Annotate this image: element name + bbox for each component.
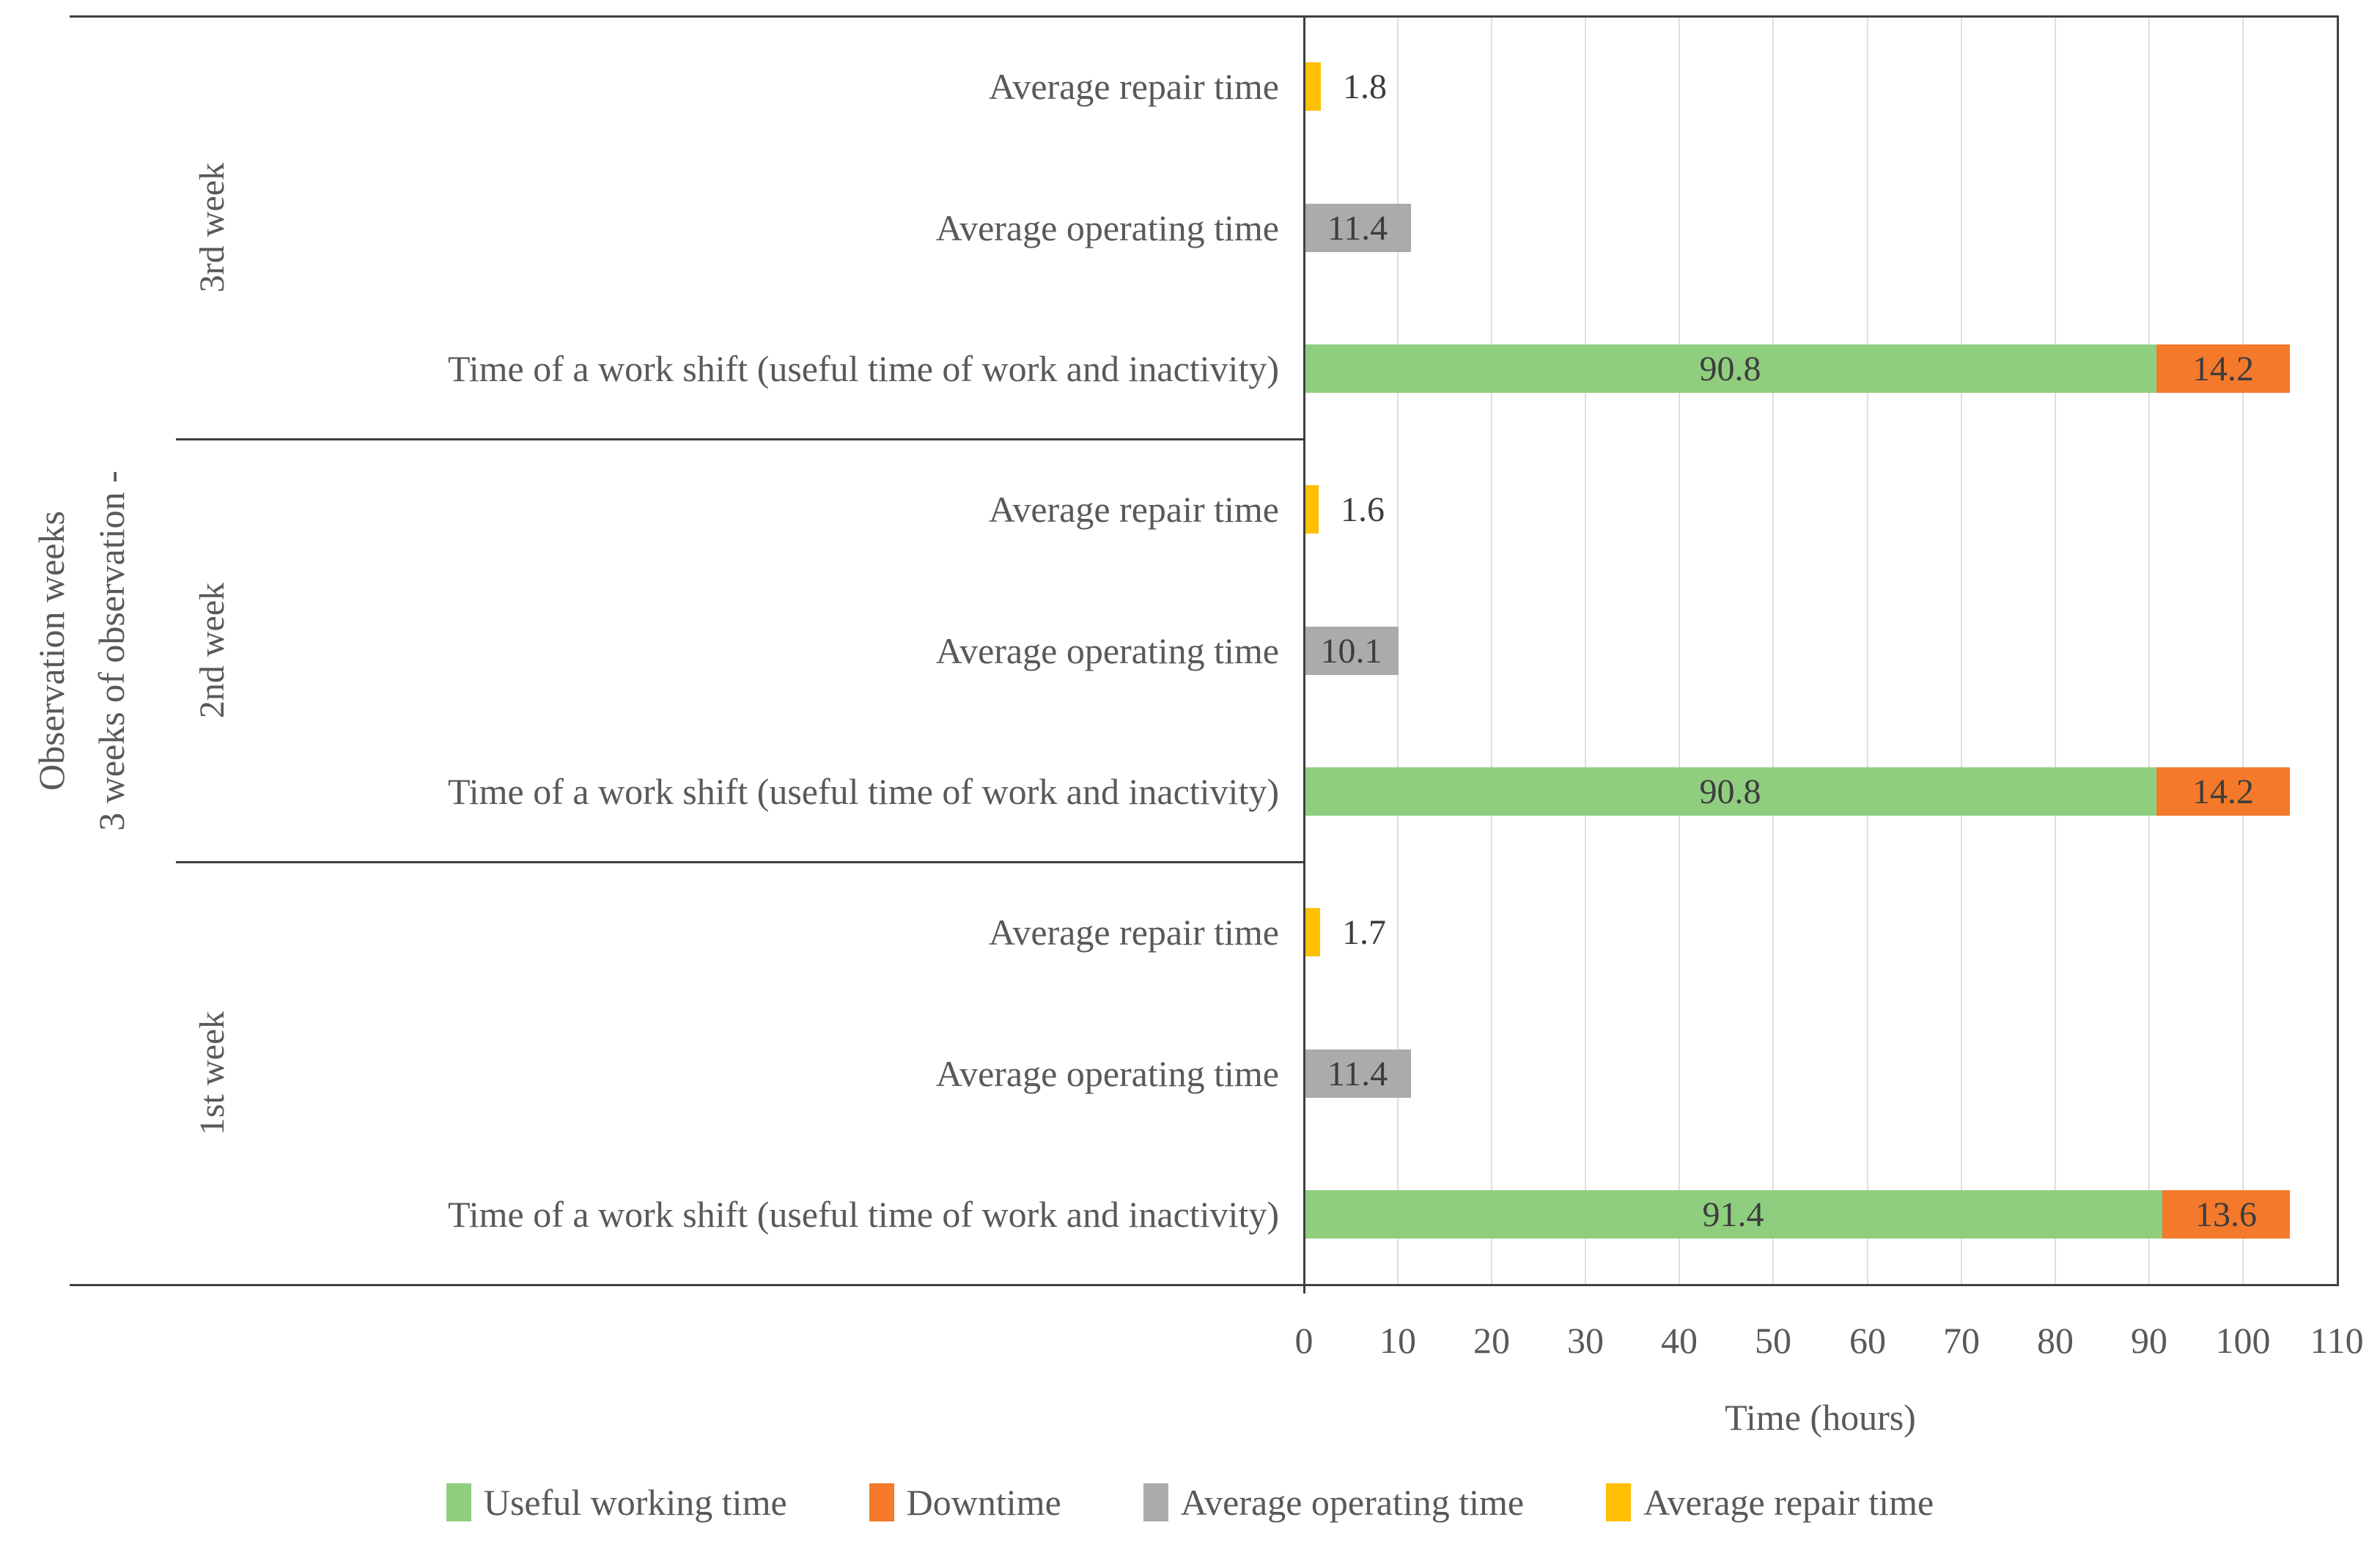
bar-value-label: 11.4 bbox=[1327, 208, 1388, 248]
week-label: 1st week bbox=[169, 862, 257, 1285]
bar-average-operating-time bbox=[1304, 1049, 1411, 1098]
bar-average-repair-time bbox=[1304, 62, 1321, 111]
legend-item-useful-working-time: Useful working time bbox=[446, 1481, 787, 1524]
category-label: Average repair time bbox=[988, 489, 1279, 530]
chart-bottom-border bbox=[70, 1284, 2339, 1286]
bar-downtime bbox=[2156, 344, 2290, 393]
x-tick-label: 40 bbox=[1661, 1320, 1698, 1361]
bar-value-label: 10.1 bbox=[1320, 631, 1382, 671]
legend-label: Average repair time bbox=[1643, 1481, 1934, 1523]
category-label: Average operating time bbox=[935, 630, 1279, 671]
x-tick-label: 60 bbox=[1849, 1320, 1886, 1361]
gridline bbox=[1867, 16, 1868, 1285]
bar-value-label: 11.4 bbox=[1327, 1054, 1388, 1093]
bar-value-label: 14.2 bbox=[2192, 772, 2254, 811]
chart-right-border bbox=[2337, 16, 2339, 1285]
bar-useful-working-time bbox=[1304, 344, 2156, 393]
x-tick-label: 100 bbox=[2215, 1320, 2271, 1361]
week-label: 3rd week bbox=[169, 16, 257, 439]
bar-value-label: 13.6 bbox=[2195, 1195, 2257, 1234]
gridline bbox=[1772, 16, 1774, 1285]
gridline bbox=[2242, 16, 2244, 1285]
gridline bbox=[1961, 16, 1962, 1285]
legend-item-average-operating-time: Average operating time bbox=[1143, 1481, 1524, 1524]
y-axis-title-line2-text: 3 weeks of observation - bbox=[91, 470, 132, 831]
bar-value-label: 1.7 bbox=[1342, 912, 1386, 952]
week-label: 2nd week bbox=[169, 439, 257, 862]
gridline bbox=[1585, 16, 1586, 1285]
chart-top-border bbox=[70, 15, 2339, 18]
category-label: Average operating time bbox=[935, 207, 1279, 248]
legend-label: Average operating time bbox=[1180, 1481, 1525, 1523]
legend-swatch-average-repair-time bbox=[1606, 1483, 1632, 1521]
bar-value-label: 1.8 bbox=[1343, 67, 1387, 106]
legend: Useful working time Downtime Average opera… bbox=[0, 1467, 2380, 1537]
legend-item-downtime: Downtime bbox=[869, 1481, 1061, 1524]
x-tick-label: 20 bbox=[1473, 1320, 1510, 1361]
category-label: Average repair time bbox=[988, 66, 1279, 107]
category-label: Time of a work shift (useful time of wor… bbox=[447, 1194, 1279, 1235]
x-tick-label: 90 bbox=[2131, 1320, 2167, 1361]
x-tick-label: 50 bbox=[1755, 1320, 1791, 1361]
x-tick-label: 30 bbox=[1567, 1320, 1604, 1361]
gridline bbox=[2148, 16, 2150, 1285]
week-label-text: 1st week bbox=[193, 1011, 232, 1136]
x-tick-label: 110 bbox=[2310, 1320, 2364, 1361]
bar-average-operating-time bbox=[1304, 204, 1411, 252]
legend-swatch-useful-working-time bbox=[446, 1483, 471, 1521]
bar-value-label: 14.2 bbox=[2192, 349, 2254, 388]
week-label-text: 3rd week bbox=[193, 162, 232, 293]
week-divider bbox=[176, 861, 1304, 863]
x-tick-label: 10 bbox=[1379, 1320, 1416, 1361]
bar-value-label: 1.6 bbox=[1341, 490, 1385, 529]
x-tick-label: 0 bbox=[1294, 1320, 1314, 1361]
gridline bbox=[1491, 16, 1492, 1285]
legend-label: Downtime bbox=[906, 1481, 1061, 1523]
x-tick-label: 70 bbox=[1943, 1320, 1980, 1361]
y-axis-title-line2: 3 weeks of observation - bbox=[67, 16, 155, 1285]
category-label: Time of a work shift (useful time of wor… bbox=[447, 771, 1279, 812]
bar-value-label: 90.8 bbox=[1699, 349, 1761, 388]
bar-downtime bbox=[2156, 767, 2290, 816]
category-label: Average repair time bbox=[988, 912, 1279, 953]
value-axis-line bbox=[1303, 16, 1305, 1294]
bar-downtime bbox=[2162, 1190, 2290, 1239]
bar-average-operating-time bbox=[1304, 627, 1399, 675]
gridline bbox=[2055, 16, 2056, 1285]
bar-value-label: 91.4 bbox=[1702, 1195, 1764, 1234]
bar-average-repair-time bbox=[1304, 485, 1319, 534]
category-label: Average operating time bbox=[935, 1053, 1279, 1094]
legend-item-average-repair-time: Average repair time bbox=[1606, 1481, 1934, 1524]
legend-swatch-downtime bbox=[869, 1483, 894, 1521]
legend-label: Useful working time bbox=[483, 1481, 787, 1523]
bar-value-label: 90.8 bbox=[1699, 772, 1761, 811]
bar-useful-working-time bbox=[1304, 767, 2156, 816]
y-axis-title-line1-text: Observation weeks bbox=[31, 510, 72, 791]
x-axis-title: Time (hours) bbox=[1725, 1397, 1916, 1438]
legend-swatch-average-operating-time bbox=[1143, 1483, 1168, 1521]
x-tick-label: 80 bbox=[2037, 1320, 2074, 1361]
week-divider bbox=[176, 438, 1304, 440]
gridline bbox=[1679, 16, 1680, 1285]
bar-average-repair-time bbox=[1304, 908, 1320, 956]
bar-useful-working-time bbox=[1304, 1190, 2162, 1239]
category-label: Time of a work shift (useful time of wor… bbox=[447, 348, 1279, 389]
week-label-text: 2nd week bbox=[193, 582, 232, 719]
